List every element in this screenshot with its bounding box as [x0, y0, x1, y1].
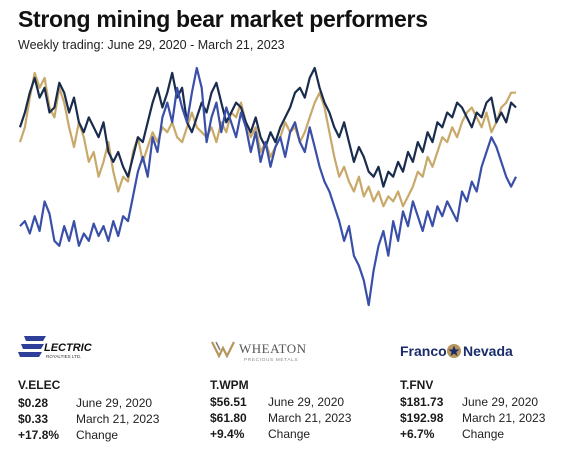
- stock-block-fnv: T.FNV $181.73 June 29, 2020 $192.98 Marc…: [400, 378, 570, 442]
- start-label: June 29, 2020: [76, 396, 153, 410]
- franco-nevada-logo: Franco Nevada: [400, 340, 540, 362]
- change-label: Change: [462, 427, 505, 441]
- logo-text: LECTRIC: [44, 342, 93, 354]
- start-label: June 29, 2020: [462, 395, 539, 409]
- stock-block-wpm: T.WPM $56.51 June 29, 2020 $61.80 March …: [210, 378, 380, 442]
- end-label: March 21, 2023: [462, 411, 546, 425]
- change-label: Change: [76, 428, 119, 442]
- end-row: $192.98 March 21, 2023: [400, 410, 570, 426]
- series-line-v-elec: [19, 66, 517, 307]
- change-value: +9.4%: [210, 427, 245, 441]
- chart-title: Strong mining bear market performers: [18, 6, 428, 32]
- end-row: $61.80 March 21, 2023: [210, 410, 380, 426]
- chart-subtitle: Weekly trading: June 29, 2020 - March 21…: [18, 38, 285, 52]
- end-price: $192.98: [400, 411, 444, 425]
- change-row: +6.7% Change: [400, 426, 570, 442]
- change-row: +9.4% Change: [210, 426, 380, 442]
- series-line-t-fnv: [18, 66, 517, 188]
- electric-royalties-logo: LECTRIC ROYALTIES LTD.: [18, 332, 108, 364]
- start-price: $0.28: [18, 396, 49, 410]
- stock-block-elec: V.ELEC $0.28 June 29, 2020 $0.33 March 2…: [18, 378, 188, 443]
- change-value: +6.7%: [400, 427, 435, 441]
- end-price: $0.33: [18, 412, 49, 426]
- start-label: June 29, 2020: [268, 395, 345, 409]
- start-price: $56.51: [210, 395, 247, 409]
- end-label: March 21, 2023: [76, 412, 160, 426]
- wheaton-logo: WHEATON PRECIOUS METALS: [210, 338, 330, 364]
- change-value: +17.8%: [18, 428, 60, 442]
- logo-text-right: Nevada: [463, 343, 513, 359]
- start-price: $181.73: [400, 395, 444, 409]
- start-row: $56.51 June 29, 2020: [210, 394, 380, 410]
- start-row: $0.28 June 29, 2020: [18, 395, 188, 411]
- end-label: March 21, 2023: [268, 411, 352, 425]
- logo-text: WHEATON: [239, 341, 307, 356]
- end-price: $61.80: [210, 411, 247, 425]
- line-chart: [18, 66, 517, 307]
- change-label: Change: [268, 427, 311, 441]
- logo-subtext: PRECIOUS METALS: [244, 357, 298, 363]
- ticker: T.FNV: [400, 378, 434, 392]
- ticker: V.ELEC: [18, 378, 61, 392]
- start-row: $181.73 June 29, 2020: [400, 394, 570, 410]
- end-row: $0.33 March 21, 2023: [18, 411, 188, 427]
- logo-text-left: Franco: [400, 343, 447, 359]
- logo-subtext: ROYALTIES LTD.: [46, 354, 81, 359]
- change-row: +17.8% Change: [18, 427, 188, 443]
- ticker: T.WPM: [210, 378, 249, 392]
